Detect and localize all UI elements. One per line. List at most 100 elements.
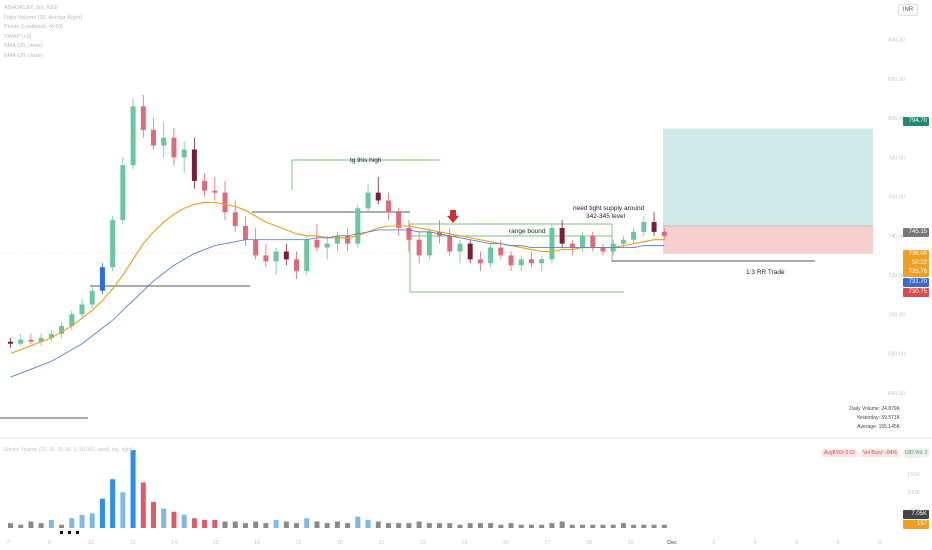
candles <box>8 94 667 348</box>
volume-bar <box>161 508 167 528</box>
candle-body <box>283 251 289 260</box>
candle-body <box>355 208 361 244</box>
price-tag: 50:22 <box>903 259 929 268</box>
candle-body <box>528 259 534 264</box>
currency-badge[interactable]: INR <box>898 4 918 16</box>
annotation-rr: 1:3 RR Trade <box>746 269 785 276</box>
volume-bar <box>79 515 85 528</box>
candle-body <box>467 243 473 260</box>
volume-bar <box>304 518 310 528</box>
volume-bar <box>488 523 494 528</box>
volume-bar <box>610 524 616 528</box>
candle-body <box>426 231 432 256</box>
sma-line <box>10 229 665 378</box>
candle-body <box>385 200 391 213</box>
vol-buzz-badge: Vol Buzz: -84% <box>861 449 899 457</box>
trade-box <box>663 128 873 254</box>
candle-body <box>130 106 136 166</box>
time-tick: 16 <box>254 540 260 546</box>
volume-bar <box>181 515 187 528</box>
candle-body <box>396 212 402 228</box>
volume-bars <box>8 450 667 534</box>
volume-bar <box>18 524 24 528</box>
candle-body <box>345 235 351 244</box>
volume-bar <box>48 519 54 528</box>
annotation-supply-1: need tight supply around <box>573 205 645 212</box>
volume-bar <box>294 523 300 528</box>
volume-marker <box>68 531 71 534</box>
volume-bar <box>151 502 157 528</box>
price-tick: 800.00 <box>888 116 905 122</box>
candle-body <box>539 259 545 264</box>
price-tag: 794.70 <box>903 117 929 126</box>
volume-bar <box>263 523 269 528</box>
time-axis: 7 9 12 13 14 15 16 19 20 21 22 23 26 27 28 29 Dec 3 4 5 6 9 <box>6 540 881 546</box>
time-tick: Dec <box>667 540 677 546</box>
candle-body <box>488 247 494 264</box>
legend-line-2: Pivots (Lookback, 4x10) <box>4 24 63 31</box>
volume-stats: Daily Volume: 24.879K Yesterday: 59.571K… <box>820 405 900 432</box>
candle-body <box>365 192 371 209</box>
time-tick: 21 <box>378 540 384 546</box>
volume-bar <box>375 521 381 528</box>
volume-bar <box>641 524 647 528</box>
volume-marker <box>60 531 63 534</box>
candle-body <box>620 239 626 244</box>
legend-line-1: Daily Volume (20, Anchor Right) <box>4 14 82 21</box>
volume-bar <box>416 521 422 528</box>
volume-bar <box>120 492 126 528</box>
candle-body <box>79 304 85 315</box>
volume-bar <box>171 511 177 528</box>
time-tick: 26 <box>503 540 509 546</box>
volume-bar <box>140 482 146 528</box>
volume-bar <box>253 521 259 528</box>
volume-bar <box>38 523 44 528</box>
volume-bar <box>345 523 351 528</box>
volume-bar <box>59 524 65 528</box>
time-tick: 23 <box>461 540 467 546</box>
volume-bar <box>447 523 453 528</box>
average-volume: Average: 155.145K <box>857 424 900 430</box>
candle-body <box>651 222 657 232</box>
candle-body <box>191 149 197 181</box>
volume-bar <box>355 516 361 528</box>
candle-body <box>314 239 320 248</box>
volume-bar <box>457 524 463 528</box>
price-tick: 740.00 <box>888 234 905 240</box>
candle-body <box>590 235 596 248</box>
legend-line-4: SMA (20, close) <box>4 43 43 50</box>
volume-bar <box>212 519 218 528</box>
daily-volume: Daily Volume: 24.879K <box>849 406 900 412</box>
ud-vol-badge: U/D Vol: 2 <box>902 449 930 457</box>
volume-bar <box>283 521 289 528</box>
volume-tag: 7.05K <box>903 510 929 519</box>
price-tick: 760.00 <box>888 195 905 201</box>
candle-body <box>222 192 228 213</box>
time-tick: 5 <box>795 540 798 546</box>
volume-bar <box>661 524 667 528</box>
candle-body <box>28 339 34 342</box>
candle-body <box>18 339 24 344</box>
time-tick: 9 <box>48 540 51 546</box>
price-tick: 660.00 <box>888 391 905 397</box>
candle-body <box>477 259 483 264</box>
candle-body <box>498 247 504 256</box>
target-zone <box>663 128 873 226</box>
symbol-label: ASHOKLEY, 5m, NSE <box>4 5 59 11</box>
yesterday-volume: Yesterday: 59.571K <box>856 415 900 421</box>
time-tick: 9 <box>878 540 881 546</box>
volume-bar <box>406 523 412 528</box>
volume-tick: 200K <box>907 454 920 460</box>
price-tick: 780.00 <box>888 155 905 161</box>
volume-bar <box>426 523 432 528</box>
volume-marker <box>76 531 79 534</box>
volume-tick: 100K <box>907 490 920 496</box>
volume-bar <box>559 521 565 528</box>
volume-bar <box>631 524 637 528</box>
time-tick: 4 <box>753 540 756 546</box>
candle-body <box>171 137 177 158</box>
price-tick: 840.00 <box>888 38 905 44</box>
volume-bar <box>222 521 228 528</box>
time-tick: 14 <box>171 540 177 546</box>
